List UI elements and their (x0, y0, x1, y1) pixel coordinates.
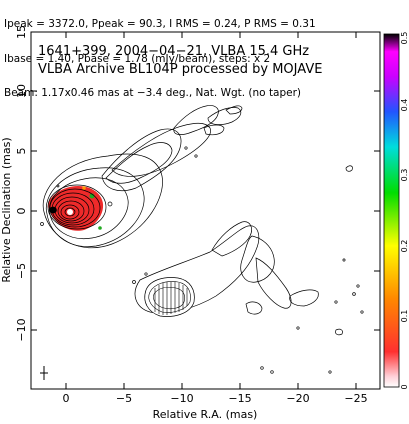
core-fill (48, 186, 104, 231)
colorbar-tick-label: 0.5 (400, 32, 409, 45)
xtick-label: −5 (116, 392, 132, 405)
core-green-spot (98, 226, 102, 230)
ytick-label: −10 (15, 318, 28, 341)
core-hole (67, 209, 73, 215)
xtick-label: 0 (63, 392, 70, 405)
extended-contours (56, 165, 364, 374)
plot-title-line-2: VLBA Archive BL104P processed by MOJAVE (38, 62, 322, 77)
xtick-label: −20 (286, 392, 309, 405)
core-contours (42, 153, 163, 249)
colorbar (383, 33, 400, 388)
ytick-label: 15 (15, 25, 28, 39)
colorbar-tick-label: 0 (400, 384, 409, 389)
map-content (40, 105, 364, 380)
ytick-label: 10 (15, 84, 28, 98)
colorbar-tick-label: 0.1 (400, 310, 409, 323)
header-line-2: Ibase = 1.40, Pbase = 1.78 (mJy/beam), s… (4, 52, 271, 65)
xtick-label: −10 (170, 392, 193, 405)
colorbar-tick-label: 0.2 (400, 240, 409, 253)
plot-title-line-1: 1641+399, 2004−04−21, VLBA 15.4 GHz (38, 44, 309, 59)
core-orange-spot (82, 186, 86, 190)
jet-contours (40, 105, 243, 226)
axis-ticks (31, 31, 380, 389)
xtick-label: −15 (228, 392, 251, 405)
ytick-label: 0 (15, 208, 28, 215)
header-line-3: Beam: 1.17x0.46 mas at −3.4 deg., Nat. W… (4, 87, 302, 99)
beam-marker (40, 366, 48, 380)
x-axis-label: Relative R.A. (mas) (153, 408, 258, 421)
header-info: Ipeak = 3372.0, Ppeak = 90.3, I RMS = 0.… (4, 0, 316, 111)
xtick-label: −25 (344, 392, 367, 405)
y-axis-label: Relative Declination (mas) (0, 137, 13, 282)
ytick-label: −5 (15, 263, 28, 279)
colorbar-tick-label: 0.3 (400, 169, 409, 182)
header-line-1: Ipeak = 3372.0, Ppeak = 90.3, I RMS = 0.… (4, 18, 316, 30)
jet-knot (144, 277, 195, 317)
colorbar-tick-label: 0.4 (400, 99, 409, 112)
ytick-label: 5 (15, 148, 28, 155)
